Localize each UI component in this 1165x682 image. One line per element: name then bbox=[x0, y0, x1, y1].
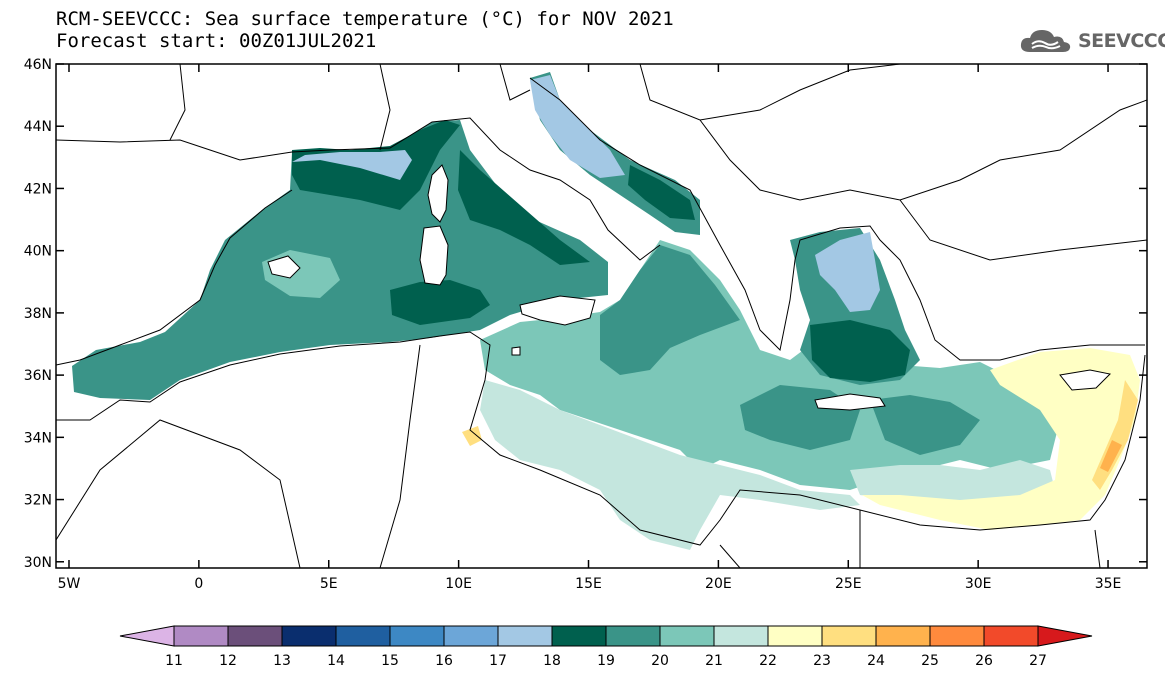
colorbar-label: 27 bbox=[1029, 653, 1047, 669]
lat-tick-label: 32N bbox=[24, 493, 52, 509]
map-frame bbox=[55, 63, 1148, 569]
sea-region-eastern-shelf bbox=[850, 460, 1055, 505]
colorbar-swatch bbox=[605, 625, 661, 647]
colorbar-label: 20 bbox=[651, 653, 669, 669]
colorbar-label: 13 bbox=[273, 653, 291, 669]
island-sicily bbox=[519, 295, 596, 326]
sea-region-tyrrhenian-core bbox=[390, 280, 490, 325]
colorbar-label: 15 bbox=[381, 653, 399, 669]
coastlines bbox=[56, 64, 1147, 568]
sea-region-gulf-of-gabes bbox=[462, 426, 482, 446]
island-cyprus bbox=[1059, 369, 1112, 391]
island-corsica bbox=[427, 164, 449, 223]
colorbar-swatch bbox=[551, 625, 607, 647]
sea-region-north-levant bbox=[870, 395, 980, 455]
sea-region-south-adriatic bbox=[628, 165, 695, 220]
colorbar-label: 11 bbox=[165, 653, 183, 669]
colorbar-label: 22 bbox=[759, 653, 777, 669]
colorbar-label: 21 bbox=[705, 653, 723, 669]
sea-region-ionian bbox=[600, 245, 740, 375]
sea-region-south-aegean bbox=[810, 320, 910, 382]
sea-region-north-adriatic bbox=[530, 75, 625, 178]
lon-tick-label: 35E bbox=[1095, 576, 1122, 592]
colorbar-label: 24 bbox=[867, 653, 885, 669]
lat-tick-label: 46N bbox=[24, 57, 52, 73]
lon-tick-label: 5E bbox=[320, 576, 338, 592]
lon-tick-label: 0 bbox=[194, 576, 203, 592]
colorbar-label: 16 bbox=[435, 653, 453, 669]
island-mallorca bbox=[267, 255, 301, 279]
colorbar-swatch bbox=[659, 625, 715, 647]
sea-region-north-aegean bbox=[815, 232, 880, 312]
colorbar-swatch bbox=[821, 625, 877, 647]
colorbar-swatch bbox=[281, 625, 337, 647]
colorbar-low-arrow bbox=[119, 625, 175, 647]
lon-tick-label: 25E bbox=[835, 576, 862, 592]
colorbar-label: 17 bbox=[489, 653, 507, 669]
colorbar-swatch bbox=[929, 625, 985, 647]
colorbar-label: 26 bbox=[975, 653, 993, 669]
lat-tick-label: 34N bbox=[24, 430, 52, 446]
colorbar-swatch bbox=[335, 625, 391, 647]
colorbar-label: 14 bbox=[327, 653, 345, 669]
longitude-axis: 5W 0 5E 10E 15E 20E 25E 30E 35E bbox=[58, 64, 1122, 592]
colorbar-swatch bbox=[767, 625, 823, 647]
colorbar-label: 12 bbox=[219, 653, 237, 669]
colorbar: 11 12 13 14 15 16 17 18 19 20 21 22 23 24 25 26 27 bbox=[119, 625, 1093, 669]
map-title: RCM-SEEVCCC: Sea surface temperature (°C… bbox=[56, 8, 674, 30]
colorbar-swatch bbox=[173, 625, 229, 647]
sea-region-tyrrhenian-north bbox=[458, 150, 590, 265]
lon-tick-label: 5W bbox=[58, 576, 81, 592]
sea-region-levantine-hotspot bbox=[1100, 440, 1122, 472]
logo-text: SEEVCCC bbox=[1078, 30, 1165, 52]
colorbar-label: 23 bbox=[813, 653, 831, 669]
cloud-icon bbox=[1020, 30, 1071, 52]
island-sardinia bbox=[419, 225, 449, 286]
forecast-start: Forecast start: 00Z01JUL2021 bbox=[56, 30, 377, 52]
colorbar-high-arrow bbox=[1037, 625, 1093, 647]
sea-region-gulf-of-lion bbox=[292, 150, 412, 180]
colorbar-swatch bbox=[497, 625, 553, 647]
sea-region-libyan-shelf bbox=[480, 380, 860, 550]
latitude-axis: 46N 44N 42N 40N 38N 36N 34N 32N 30N bbox=[24, 57, 1147, 571]
colorbar-swatch bbox=[389, 625, 445, 647]
lat-tick-label: 44N bbox=[24, 119, 52, 135]
lat-tick-label: 36N bbox=[24, 368, 52, 384]
lon-tick-label: 30E bbox=[965, 576, 992, 592]
colorbar-swatch bbox=[227, 625, 283, 647]
lat-tick-label: 42N bbox=[24, 181, 52, 197]
island-malta bbox=[511, 346, 521, 356]
colorbar-swatch bbox=[713, 625, 769, 647]
lon-tick-label: 20E bbox=[705, 576, 732, 592]
map-content bbox=[56, 64, 1147, 568]
sea-region-levantine-warm bbox=[862, 348, 1140, 530]
lat-tick-label: 38N bbox=[24, 306, 52, 322]
lat-tick-label: 30N bbox=[24, 555, 52, 571]
lon-tick-label: 15E bbox=[575, 576, 602, 592]
island-crete bbox=[814, 393, 886, 411]
colorbar-label: 19 bbox=[597, 653, 615, 669]
colorbar-label: 25 bbox=[921, 653, 939, 669]
seevccc-logo: SEEVCCC bbox=[1018, 26, 1165, 56]
colorbar-swatch bbox=[443, 625, 499, 647]
colorbar-label: 18 bbox=[543, 653, 561, 669]
colorbar-swatch bbox=[875, 625, 931, 647]
lon-tick-label: 10E bbox=[445, 576, 472, 592]
lat-tick-label: 40N bbox=[24, 244, 52, 260]
colorbar-swatch bbox=[983, 625, 1039, 647]
